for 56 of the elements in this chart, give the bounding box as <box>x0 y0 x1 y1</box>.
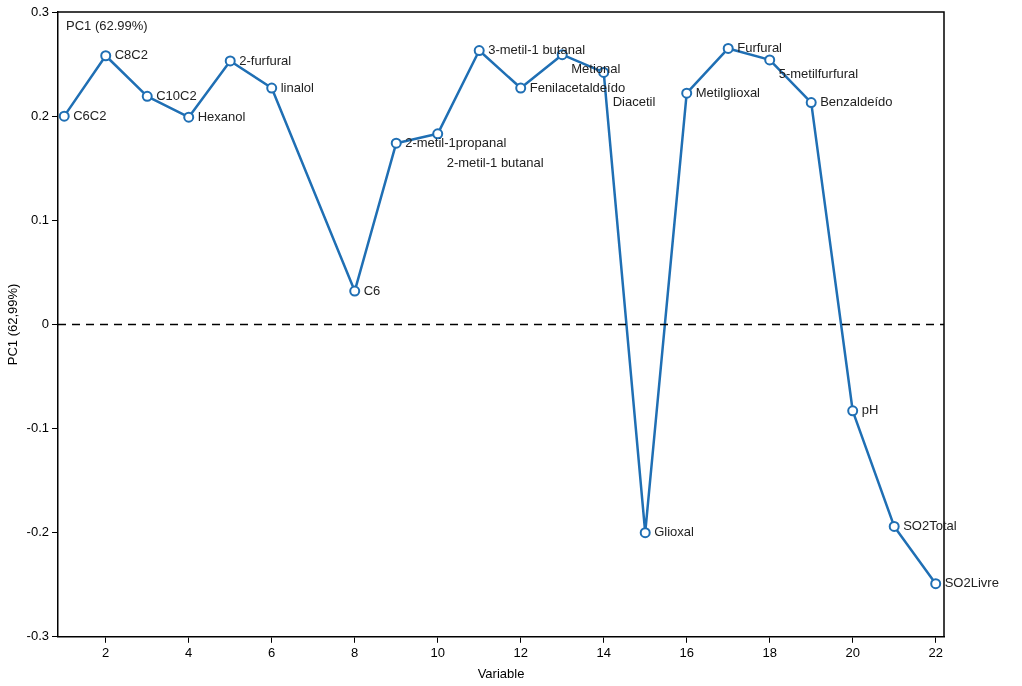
x-tick-label: 4 <box>185 645 193 661</box>
annotation: Hexanol <box>197 108 246 124</box>
y-tick-label: 0.3 <box>30 3 49 19</box>
annotation: Glioxal <box>654 524 695 540</box>
annotation: C6C2 <box>73 107 107 123</box>
point <box>183 111 195 123</box>
y-tick-label: 0.2 <box>30 107 49 123</box>
x-tick-label: 14 <box>596 645 611 661</box>
annotation: Benzaldeído <box>820 94 893 110</box>
x-tick-label: 2 <box>102 645 110 661</box>
point <box>764 54 776 66</box>
annotation: 3-metil-1 butanal <box>488 42 586 58</box>
annotation: PC1 (62.99%) <box>66 17 148 33</box>
point <box>930 578 942 590</box>
point <box>515 82 527 94</box>
y-tick-label: 0.1 <box>30 211 49 227</box>
point <box>681 87 693 99</box>
x-tick-label: 22 <box>928 645 943 661</box>
x-tick-label: 12 <box>513 645 528 661</box>
point <box>888 520 900 532</box>
point <box>141 90 153 102</box>
y-axis-title: PC1 (62,99%) <box>5 283 21 366</box>
y-tick-label: 0 <box>41 315 49 331</box>
x-tick-label: 6 <box>268 645 276 661</box>
point <box>639 527 651 539</box>
point <box>847 405 859 417</box>
point <box>224 55 236 67</box>
point <box>266 82 278 94</box>
y-tick-label: -0.3 <box>26 628 49 644</box>
x-tick-label: 10 <box>430 645 445 661</box>
x-tick-label: 16 <box>679 645 694 661</box>
x-tick-label: 18 <box>762 645 777 661</box>
annotation: pH <box>861 402 879 418</box>
point <box>100 50 112 62</box>
point <box>349 285 361 297</box>
annotation: C6 <box>363 282 381 298</box>
annotation: linalol <box>280 79 315 95</box>
annotation: 2-furfural <box>239 52 292 68</box>
annotation: 2-metil-1 butanal <box>446 155 544 171</box>
x-tick-label: 8 <box>351 645 359 661</box>
annotation: C8C2 <box>114 47 148 63</box>
point <box>722 42 734 54</box>
y-tick-label: -0.1 <box>26 420 49 436</box>
point <box>473 45 485 57</box>
annotation: Furfural <box>737 40 783 56</box>
annotation: Diacetil <box>612 93 656 109</box>
y-tick-label: -0.2 <box>26 524 49 540</box>
point <box>390 137 402 149</box>
annotation: SO2Livre <box>944 575 999 591</box>
point <box>805 97 817 109</box>
x-tick-label: 20 <box>845 645 860 661</box>
annotation: Metilglioxal <box>695 84 761 100</box>
annotation: 2-metil-1propanal <box>405 134 507 150</box>
annotation: C10C2 <box>156 87 197 103</box>
x-axis-title: Variable <box>477 665 525 681</box>
point <box>58 110 70 122</box>
